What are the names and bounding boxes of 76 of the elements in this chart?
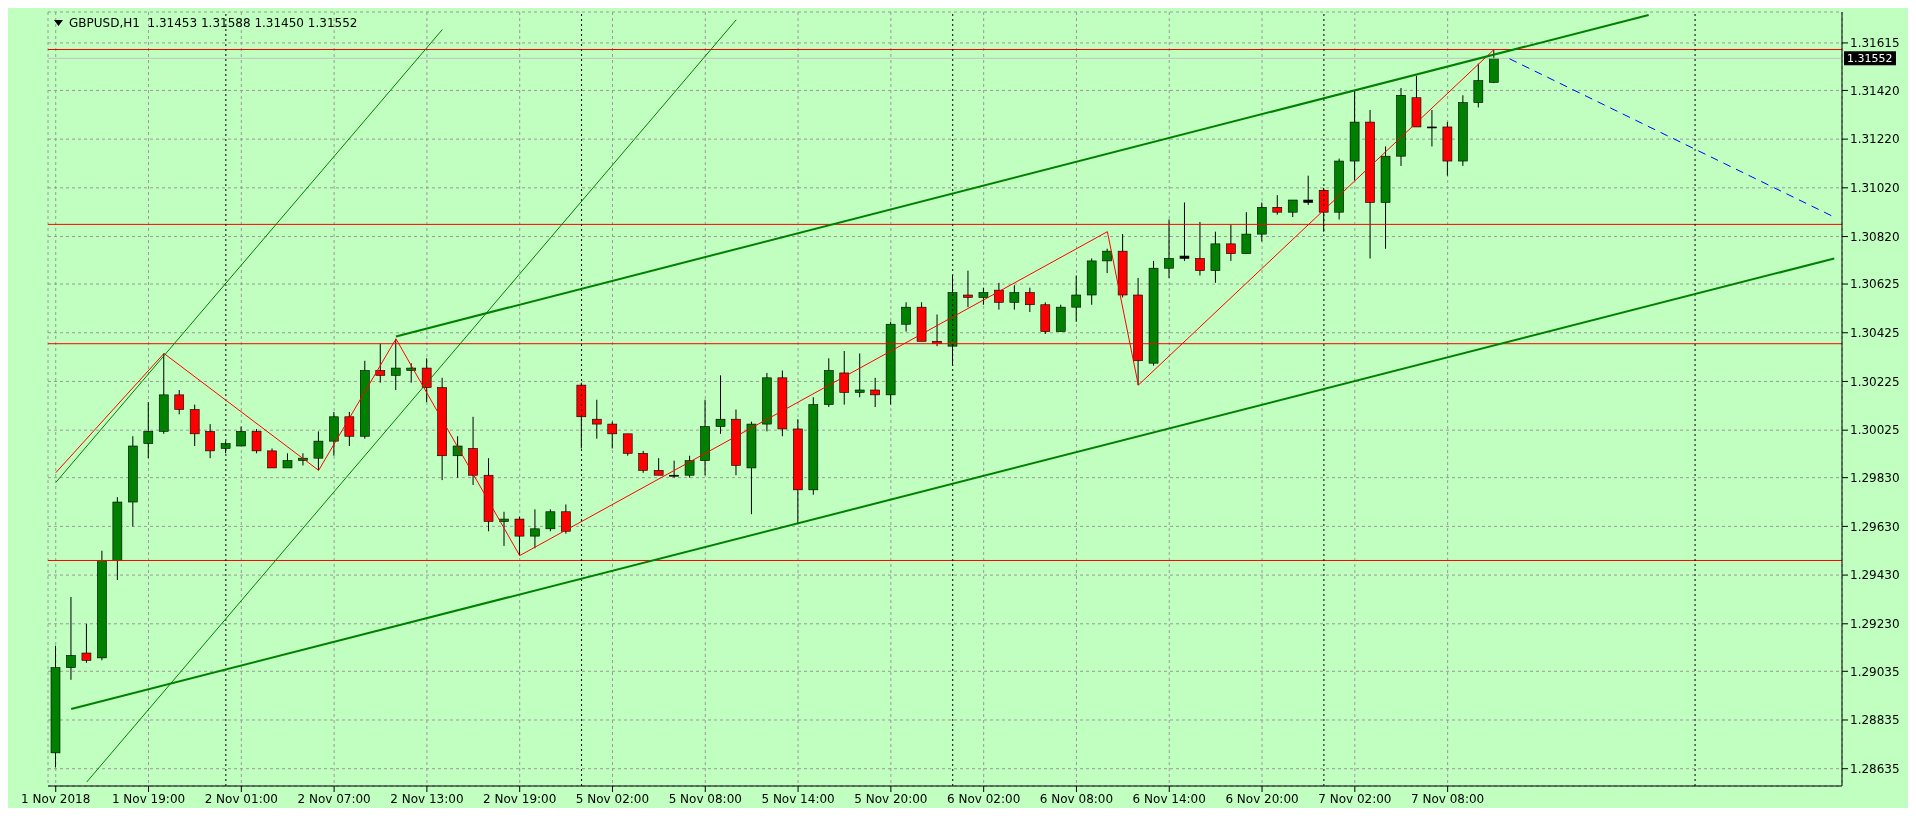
candlestick — [174, 389, 185, 415]
y-tick-label: 1.29430 — [1850, 568, 1900, 583]
candlestick — [622, 433, 633, 457]
candlestick — [839, 350, 850, 406]
x-tick-label: 2 Nov 19:00 — [483, 791, 557, 806]
candlestick — [1427, 109, 1437, 147]
x-tick-label: 5 Nov 02:00 — [575, 791, 650, 806]
candlestick — [1009, 284, 1020, 311]
candlestick — [638, 450, 648, 474]
y-tick-label: 1.31615 — [1850, 36, 1900, 51]
candlestick — [81, 623, 92, 664]
candlestick — [1473, 63, 1484, 108]
y-tick-label: 1.30025 — [1850, 423, 1900, 438]
y-tick-label: 1.31220 — [1850, 132, 1900, 147]
candlestick — [591, 399, 602, 440]
candlestick — [530, 508, 540, 549]
candlestick — [251, 428, 262, 454]
x-tick-label: 6 Nov 08:00 — [1039, 791, 1114, 806]
candlestick — [267, 447, 277, 469]
y-tick-label: 1.30425 — [1850, 326, 1900, 341]
candlestick — [1071, 275, 1082, 323]
y-tick-label: 1.31420 — [1850, 83, 1900, 98]
candlestick — [452, 435, 463, 479]
y-tick-label: 1.31020 — [1850, 181, 1900, 196]
candlestick — [870, 377, 880, 408]
candlestick — [669, 460, 679, 479]
candlestick — [1102, 248, 1112, 274]
candlestick — [901, 301, 911, 333]
y-tick-label: 1.29230 — [1850, 617, 1900, 632]
x-tick-label: 6 Nov 14:00 — [1132, 791, 1206, 806]
y-tick-label: 1.29830 — [1850, 470, 1900, 485]
candlestick — [715, 374, 726, 435]
y-tick-label: 1.30625 — [1850, 277, 1900, 292]
candlestick — [205, 423, 215, 459]
candlestick — [963, 270, 973, 308]
candlestick — [344, 411, 355, 447]
x-tick-label: 7 Nov 02:00 — [1318, 791, 1392, 806]
candlestick — [994, 282, 1004, 311]
candlestick — [1241, 211, 1252, 255]
candlestick — [1164, 219, 1174, 279]
y-tick-label: 1.28835 — [1850, 713, 1900, 728]
ref-line-label: 1.31552 — [1847, 52, 1893, 66]
candlestick — [1179, 201, 1190, 262]
candlestick — [607, 421, 618, 449]
x-tick-label: 1 Nov 2018 — [21, 791, 91, 806]
x-tick-label: 1 Nov 19:00 — [111, 791, 186, 806]
candlestick — [854, 352, 865, 398]
x-tick-label: 5 Nov 08:00 — [668, 791, 742, 806]
y-tick-label: 1.30820 — [1850, 229, 1900, 244]
y-tick-label: 1.29630 — [1850, 519, 1900, 534]
x-tick-label: 6 Nov 20:00 — [1225, 791, 1299, 806]
candlestick — [390, 338, 401, 391]
x-tick-label: 2 Nov 13:00 — [390, 791, 464, 806]
x-tick-label: 2 Nov 01:00 — [204, 791, 278, 806]
candlestick — [143, 401, 154, 459]
x-tick-label: 5 Nov 20:00 — [854, 791, 928, 806]
x-tick-label: 7 Nov 08:00 — [1411, 791, 1485, 806]
candlestick — [561, 503, 571, 535]
candlestick — [499, 511, 509, 547]
candlestick — [1303, 175, 1314, 206]
chart-title: GBPUSD,H1 1.31453 1.31588 1.31450 1.31552 — [69, 16, 358, 30]
x-tick-label: 2 Nov 07:00 — [297, 791, 371, 806]
y-tick-label: 1.28635 — [1850, 761, 1900, 776]
candlestick — [236, 426, 246, 447]
candlestick — [421, 357, 432, 403]
candlestick — [1025, 287, 1035, 313]
candlestick — [1272, 194, 1283, 216]
x-tick-label: 6 Nov 02:00 — [947, 791, 1021, 806]
candlestick — [684, 455, 695, 479]
y-tick-label: 1.29035 — [1850, 664, 1900, 679]
candlestick — [545, 508, 556, 532]
x-tick-label: 5 Nov 14:00 — [761, 791, 835, 806]
y-tick-label: 1.30225 — [1850, 374, 1900, 389]
candlestick — [313, 430, 324, 471]
candlestick — [406, 362, 417, 384]
candlestick — [66, 596, 76, 681]
